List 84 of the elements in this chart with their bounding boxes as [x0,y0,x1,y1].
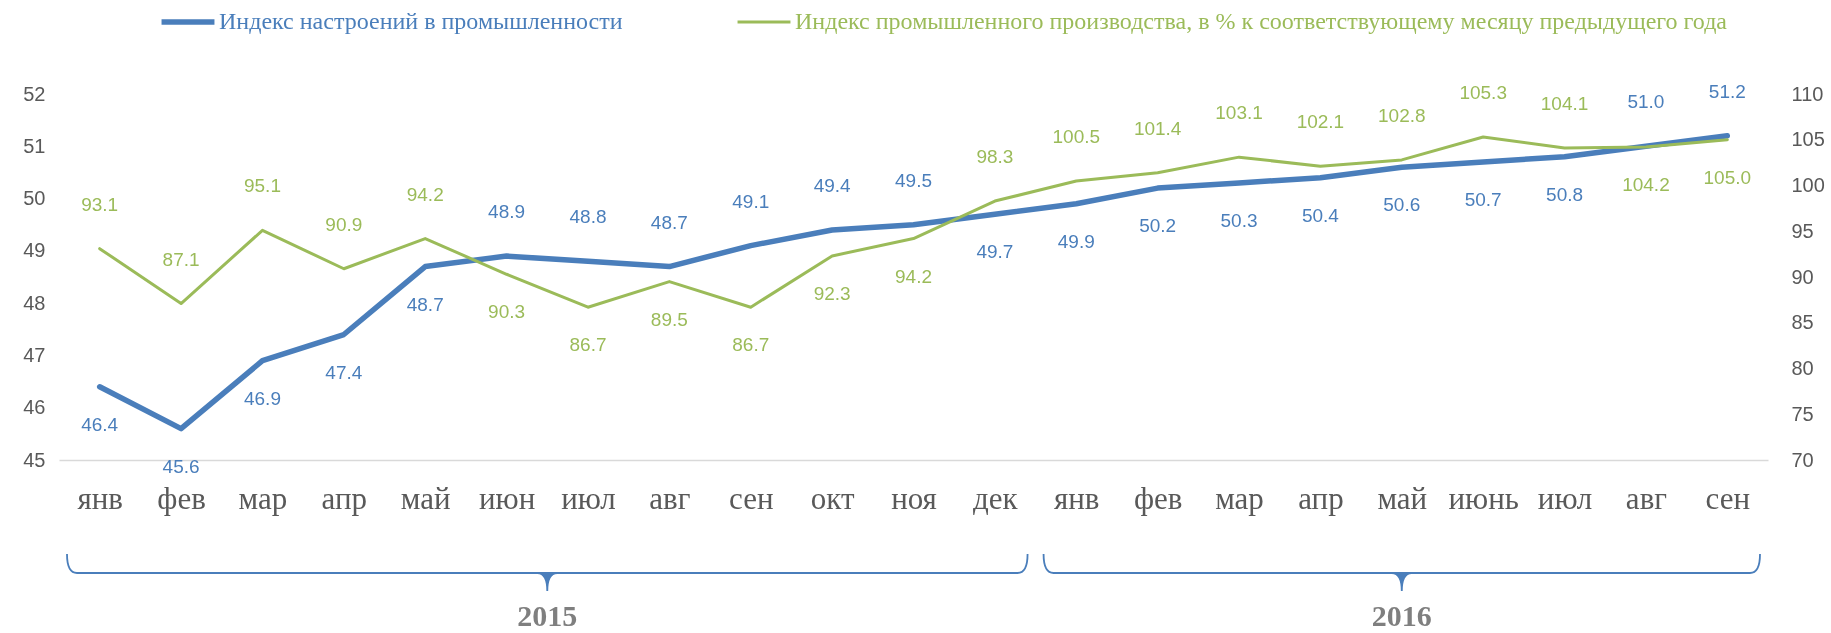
data-label: 103.1 [1215,102,1263,124]
data-label: 51.0 [1627,91,1665,113]
data-label: 47.4 [325,361,363,383]
data-label: 104.2 [1622,174,1670,196]
data-label: 48.9 [488,201,526,223]
legend-label: Индекс промышленного производства, в % к соответствующему месяцу предыдущего года [795,8,1728,34]
data-label: 92.3 [813,282,851,304]
y2-tick-label: 110 [1791,82,1824,105]
data-label: 86.7 [732,334,770,356]
x-tick-label: апр [321,480,368,516]
data-label: 89.5 [650,308,688,330]
y-tick-label: 46 [23,396,46,419]
y2-tick-label: 80 [1791,357,1814,379]
x-tick-label: июл [1537,480,1593,516]
x-tick-label: июнь [1448,480,1519,516]
x-tick-label: авг [649,480,691,516]
data-label: 50.8 [1546,183,1584,205]
data-label: 49.5 [895,169,932,191]
x-tick-label: дек [973,480,1019,516]
x-tick-label: мар [238,480,288,516]
data-label: 104.1 [1540,92,1589,114]
data-label: 49.4 [813,174,852,196]
data-label: 45.6 [162,455,200,477]
x-tick-label: апр [1298,480,1344,516]
data-label: 50.7 [1464,188,1502,210]
data-label: 105.3 [1459,82,1507,103]
data-label: 50.3 [1220,209,1258,231]
y-tick-label: 49 [23,239,46,262]
data-label: 87.1 [162,248,200,270]
data-label: 49.7 [976,241,1014,263]
data-label: 101.4 [1133,117,1182,139]
data-label: 46.4 [81,413,119,435]
data-label: 86.7 [569,334,607,356]
x-tick-label: янв [1054,480,1100,516]
text: 2015 [517,599,578,632]
x-tick-label: май [1377,480,1428,516]
y-tick-label: 45 [23,448,46,471]
y2-tick-label: 105 [1791,128,1825,151]
y2-tick-label: 100 [1791,174,1825,196]
data-label: 46.9 [243,387,281,409]
data-label: 93.1 [81,193,119,215]
x-tick-label: мар [1215,480,1264,516]
y2-tick-label: 95 [1791,219,1814,242]
data-label: 51.2 [1708,80,1746,102]
data-label: 105.0 [1703,166,1752,188]
data-label: 98.3 [976,146,1014,168]
legend-label: Индекс настроений в промышленности [219,8,623,34]
data-label: 94.2 [895,265,932,287]
x-tick-label: июн [478,480,536,516]
x-tick-label: окт [810,480,855,516]
x-tick-label: янв [77,480,123,516]
x-tick-label: сен [1705,480,1751,516]
y-tick-label: 47 [23,343,46,366]
data-label: 95.1 [243,175,281,197]
data-label: 50.2 [1139,215,1177,237]
data-label: 49.9 [1057,230,1095,252]
y2-tick-label: 70 [1791,448,1814,471]
data-label: 100.5 [1052,125,1101,147]
y2-tick-label: 75 [1791,402,1814,425]
x-tick-label: авг [1625,480,1667,516]
data-label: 102.8 [1378,104,1426,126]
text: 2016 [1371,599,1432,632]
data-label: 49.1 [732,190,770,212]
data-label: 50.6 [1383,194,1421,216]
x-tick-label: ноя [891,480,937,516]
data-label: 94.2 [406,183,444,205]
data-label: 102.1 [1296,111,1345,133]
data-label: 48.8 [569,206,607,228]
x-tick-label: май [400,480,451,516]
data-label: 48.7 [406,293,444,315]
x-tick-label: фев [1133,480,1183,516]
data-label: 90.3 [488,301,526,323]
y-tick-label: 50 [23,187,46,210]
x-tick-label: сен [728,480,774,516]
y-tick-label: 52 [23,82,46,105]
y-tick-label: 51 [23,134,46,157]
y2-tick-label: 90 [1791,265,1814,288]
data-label: 90.9 [325,213,363,235]
data-label: 50.4 [1301,204,1340,226]
y2-tick-label: 85 [1791,311,1814,334]
x-tick-label: июл [561,480,616,516]
y-tick-label: 48 [23,291,46,314]
data-label: 48.7 [650,211,688,233]
x-tick-label: фев [157,480,206,516]
